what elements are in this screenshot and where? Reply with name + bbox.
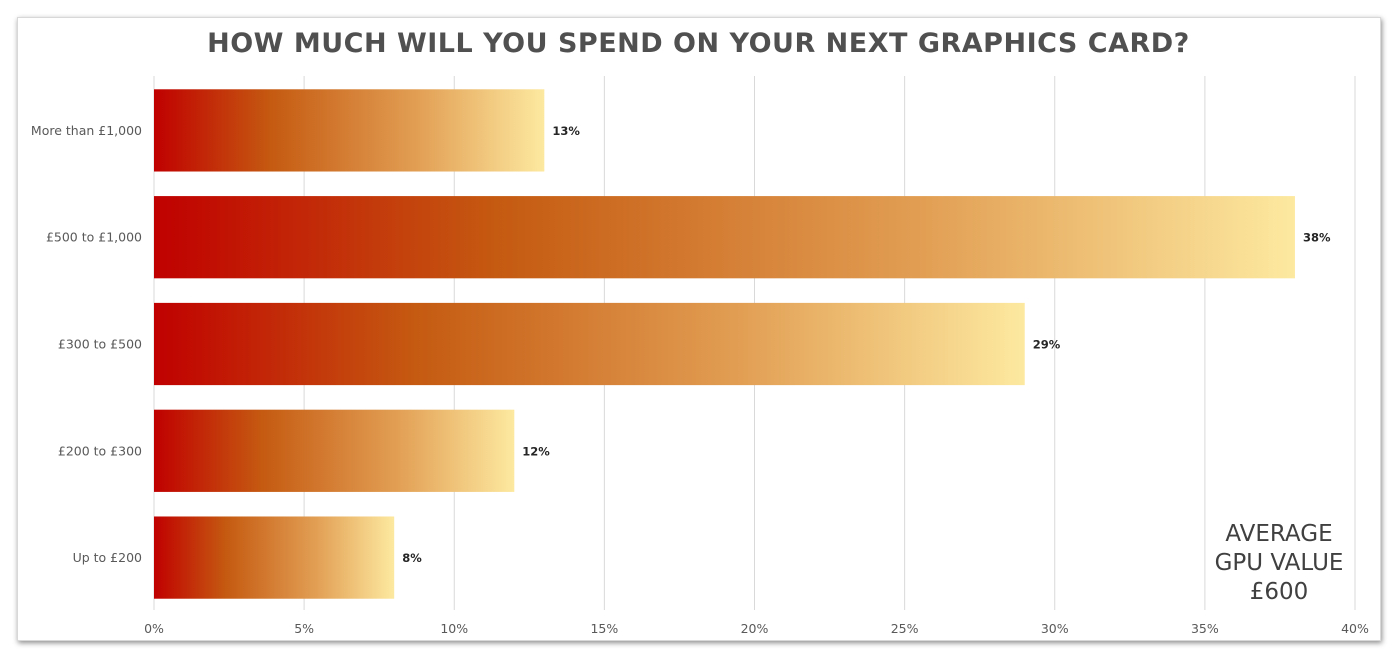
bar (154, 302, 1025, 386)
average-gpu-value-annotation: AVERAGE GPU VALUE £600 (1190, 520, 1368, 607)
category-label: £200 to £300 (58, 443, 142, 458)
x-tick-label: 20% (741, 621, 769, 636)
bar (154, 409, 515, 492)
x-tick-label: 25% (891, 621, 919, 636)
x-tick-label: 0% (144, 621, 164, 636)
bar (154, 196, 1295, 279)
x-tick-label: 15% (590, 621, 618, 636)
x-tick-label: 40% (1341, 621, 1369, 636)
x-tick-label: 5% (294, 621, 314, 636)
data-label: 38% (1303, 231, 1331, 245)
bar (154, 516, 395, 599)
annotation-line-1: AVERAGE (1225, 521, 1333, 547)
bar (154, 89, 545, 172)
data-label: 29% (1033, 338, 1061, 352)
category-label: £300 to £500 (58, 337, 142, 352)
data-label: 8% (402, 551, 422, 565)
chart-title: HOW MUCH WILL YOU SPEND ON YOUR NEXT GRA… (207, 28, 1190, 59)
annotation-line-3: £600 (1249, 579, 1309, 605)
category-label: £500 to £1,000 (46, 230, 142, 245)
annotation-line-2: GPU VALUE (1214, 550, 1344, 576)
labels: 0% 5% 10% 15% 20% 25% 30% 35% 40% More than £1,00… (31, 123, 1369, 636)
bars (154, 89, 1295, 599)
x-tick-label: 35% (1191, 621, 1219, 636)
x-tick-label: 30% (1041, 621, 1069, 636)
category-label: More than £1,000 (31, 123, 142, 138)
data-label: 13% (552, 124, 580, 138)
category-label: Up to £200 (73, 550, 142, 565)
x-tick-label: 10% (440, 621, 468, 636)
data-label: 12% (522, 444, 550, 458)
